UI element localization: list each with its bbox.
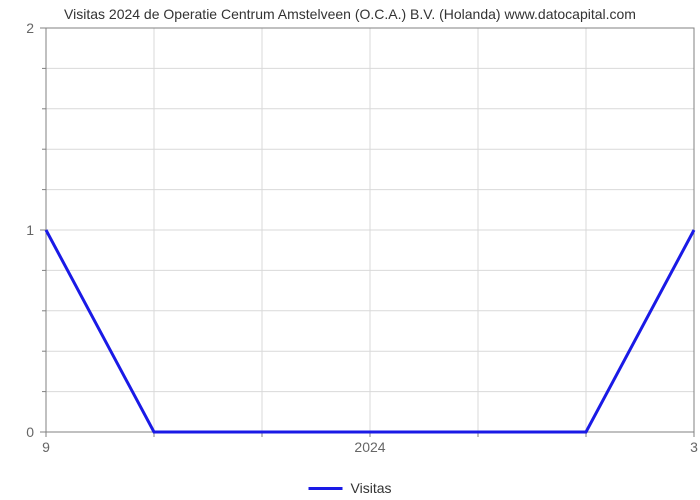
svg-text:1: 1 — [26, 222, 34, 238]
legend-label: Visitas — [351, 480, 392, 496]
svg-text:3: 3 — [690, 439, 698, 455]
chart-plot: 0 1 2 9 3 2024 — [0, 0, 700, 500]
chart-container: Visitas 2024 de Operatie Centrum Amstelv… — [0, 0, 700, 500]
svg-text:9: 9 — [42, 439, 50, 455]
svg-text:2024: 2024 — [354, 439, 385, 455]
svg-text:0: 0 — [26, 424, 34, 440]
svg-text:2: 2 — [26, 20, 34, 36]
legend-swatch — [309, 487, 343, 490]
chart-legend: Visitas — [309, 480, 392, 496]
